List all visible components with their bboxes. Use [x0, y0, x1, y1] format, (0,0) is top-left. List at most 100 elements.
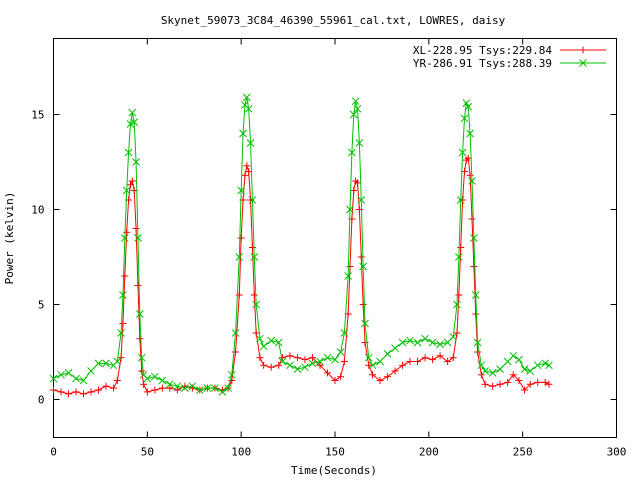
data-point [119, 291, 127, 299]
data-point [242, 93, 251, 102]
data-point [331, 355, 339, 364]
data-point [477, 361, 486, 370]
data-point [470, 234, 478, 242]
data-point [158, 384, 166, 392]
series-2 [49, 93, 553, 396]
y-tick-label: 10 [31, 204, 44, 217]
data-point [464, 103, 473, 111]
data-point [533, 361, 542, 370]
data-point [143, 374, 152, 383]
data-point [457, 244, 465, 251]
y-axis-label: Power (kelvin) [3, 192, 16, 285]
data-point [361, 319, 369, 328]
data-point [496, 365, 505, 373]
data-point [398, 338, 407, 347]
data-point [132, 158, 140, 166]
data-point [248, 196, 257, 204]
data-point [137, 353, 146, 362]
data-point [359, 301, 367, 308]
data-point [275, 361, 283, 369]
data-point [121, 272, 129, 280]
data-point [232, 348, 240, 356]
data-point [421, 354, 429, 362]
data-point [481, 367, 489, 375]
data-point [364, 353, 373, 362]
axis-tick-labels: 0 50 100 150 200 250 300 0 5 10 15 [31, 109, 626, 459]
data-point [87, 367, 95, 375]
data-point [286, 352, 294, 360]
y-tick-label: 0 [38, 394, 45, 407]
data-point [231, 329, 240, 337]
data-point [79, 376, 88, 385]
data-point [455, 291, 463, 299]
data-point [456, 196, 465, 204]
data-point [286, 361, 294, 370]
data-point [64, 369, 73, 377]
data-point [348, 148, 356, 157]
data-point [120, 234, 129, 242]
data-point [239, 129, 247, 138]
data-point [316, 361, 324, 369]
data-point [350, 187, 358, 194]
data-point [376, 357, 384, 366]
data-point [134, 282, 142, 289]
data-point [274, 338, 283, 347]
data-point [413, 338, 422, 347]
x-tick-label: 100 [231, 446, 251, 459]
data-point [130, 118, 139, 126]
data-point [384, 373, 392, 381]
data-point [357, 253, 365, 261]
data-point [357, 196, 366, 204]
data-point [346, 205, 354, 214]
y-tick-label: 15 [31, 109, 44, 122]
data-point [541, 378, 549, 386]
data-point [158, 376, 167, 385]
data-point [455, 253, 463, 261]
data-point [368, 361, 377, 370]
data-point [414, 358, 422, 365]
data-point [331, 377, 339, 384]
data-point [541, 359, 550, 368]
data-point [151, 386, 159, 394]
data-point [344, 272, 352, 280]
data-point [458, 148, 467, 157]
data-point [128, 108, 137, 117]
data-point [218, 388, 227, 396]
chart-title: Skynet_59073_3C84_46390_55961_cal.txt, L… [161, 14, 506, 27]
data-point [203, 384, 212, 392]
data-point [237, 186, 246, 195]
data-point [323, 369, 331, 377]
data-point [453, 329, 461, 337]
data-point [57, 370, 65, 379]
series-line [53, 97, 550, 393]
data-point [95, 386, 103, 394]
data-point [246, 139, 255, 147]
data-point [301, 356, 309, 364]
data-point [468, 215, 476, 223]
data-point [354, 179, 362, 187]
data-point [65, 390, 73, 398]
data-point [135, 310, 144, 318]
data-point [241, 171, 249, 179]
data-point [470, 263, 478, 270]
data-point [113, 377, 121, 384]
data-point [453, 300, 461, 309]
data-point [336, 348, 345, 356]
y-tick-label: 5 [38, 299, 45, 312]
data-point [293, 365, 302, 373]
data-point [87, 388, 95, 396]
data-point [117, 329, 125, 337]
data-point [340, 358, 348, 365]
data-point [316, 357, 324, 366]
data-point [391, 367, 399, 375]
data-point [406, 336, 414, 345]
data-point [243, 162, 251, 170]
data-point [119, 320, 127, 327]
data-point [50, 386, 57, 394]
data-point [250, 291, 258, 299]
data-point [117, 354, 125, 362]
data-point [436, 352, 444, 360]
data-point [462, 99, 471, 107]
data-point [72, 388, 80, 396]
